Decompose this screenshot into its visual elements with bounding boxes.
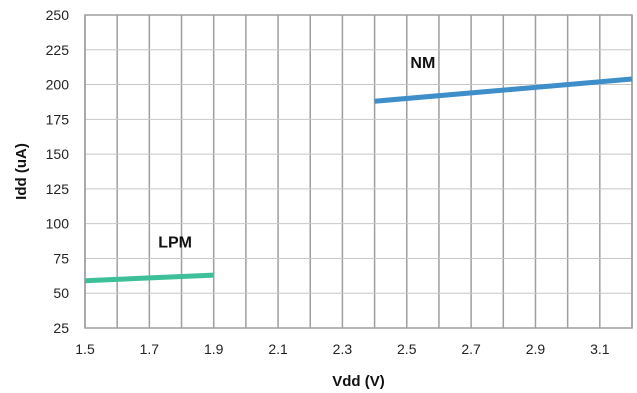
series-line-nm — [374, 76, 633, 104]
y-tick-label: 25 — [53, 320, 69, 336]
x-tick-label: 1.9 — [204, 341, 224, 357]
y-tick-label: 100 — [46, 216, 70, 232]
y-tick-label: 75 — [53, 250, 69, 266]
y-tick-label: 250 — [46, 7, 70, 23]
x-axis-label: Vdd (V) — [332, 373, 385, 390]
x-axis-ticks: 1.5 1.7 1.9 2.1 2.3 2.5 2.7 2.9 3.1 — [75, 341, 609, 357]
y-tick-label: 200 — [46, 77, 70, 93]
y-tick-label: 50 — [53, 285, 69, 301]
x-tick-label: 2.1 — [268, 341, 288, 357]
x-tick-label: 1.7 — [140, 341, 160, 357]
grid — [84, 14, 633, 329]
x-tick-label: 3.1 — [590, 341, 610, 357]
series-label-lpm: LPM — [158, 234, 192, 251]
series-group: LPM NM — [84, 55, 633, 284]
series-label-nm: NM — [410, 55, 435, 72]
y-tick-label: 225 — [46, 42, 70, 58]
y-tick-label: 125 — [46, 181, 70, 197]
x-tick-label: 2.5 — [397, 341, 417, 357]
y-tick-label: 150 — [46, 146, 70, 162]
plot-frame — [84, 14, 633, 329]
x-tick-label: 2.7 — [461, 341, 481, 357]
x-tick-label: 1.5 — [75, 341, 95, 357]
series-line-lpm — [84, 272, 214, 284]
x-tick-label: 2.9 — [526, 341, 546, 357]
y-axis-ticks: 25 50 75 100 125 150 175 200 225 250 — [46, 7, 70, 336]
x-tick-label: 2.3 — [333, 341, 353, 357]
y-axis-label: Idd (uA) — [13, 143, 30, 200]
y-tick-label: 175 — [46, 111, 70, 127]
